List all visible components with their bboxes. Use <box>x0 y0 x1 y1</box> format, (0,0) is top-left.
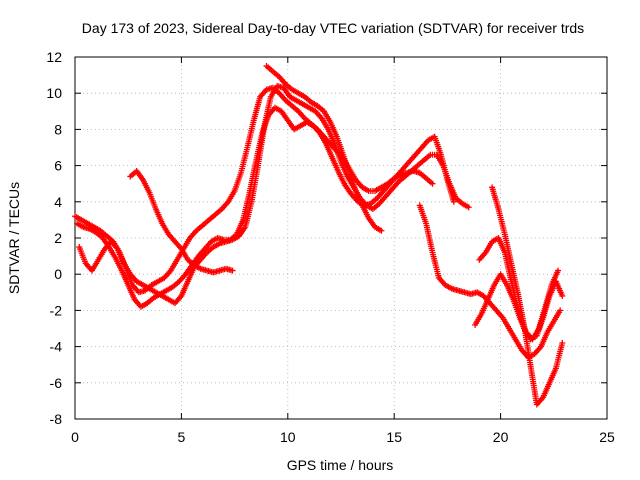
data-point <box>557 307 564 314</box>
x-tick-label: 15 <box>386 429 402 445</box>
y-axis-label: SDTVAR / TECUs <box>6 182 22 294</box>
data-point <box>450 198 457 205</box>
data-points <box>72 63 566 408</box>
data-point <box>229 267 236 274</box>
x-tick-label: 5 <box>178 429 186 445</box>
y-tick-label: -8 <box>50 411 63 427</box>
y-tick-label: 6 <box>54 158 62 174</box>
axes: 0 5 10 15 20 25 -8 -6 -4 -2 0 2 4 6 8 10 12 <box>46 49 615 445</box>
y-tick-label: 2 <box>54 230 62 246</box>
x-tick-label: 20 <box>493 429 509 445</box>
data-point <box>559 292 566 299</box>
x-tick-label: 0 <box>71 429 79 445</box>
data-point <box>465 204 472 211</box>
y-tick-label: 0 <box>54 266 62 282</box>
x-axis-label: GPS time / hours <box>287 457 394 473</box>
chart-title: Day 173 of 2023, Sidereal Day-to-day VTE… <box>82 20 584 36</box>
grid <box>75 57 607 419</box>
y-tick-label: 10 <box>46 85 62 101</box>
data-point <box>429 180 436 187</box>
data-point <box>378 227 385 234</box>
y-tick-label: 12 <box>46 49 62 65</box>
y-tick-label: 4 <box>54 194 62 210</box>
y-tick-label: -2 <box>50 302 63 318</box>
data-point <box>559 339 566 346</box>
y-tick-label: -6 <box>50 375 63 391</box>
y-tick-label: 8 <box>54 121 62 137</box>
y-tick-label: -4 <box>50 339 63 355</box>
x-tick-label: 25 <box>599 429 615 445</box>
x-tick-label: 10 <box>280 429 296 445</box>
data-point <box>555 267 562 274</box>
